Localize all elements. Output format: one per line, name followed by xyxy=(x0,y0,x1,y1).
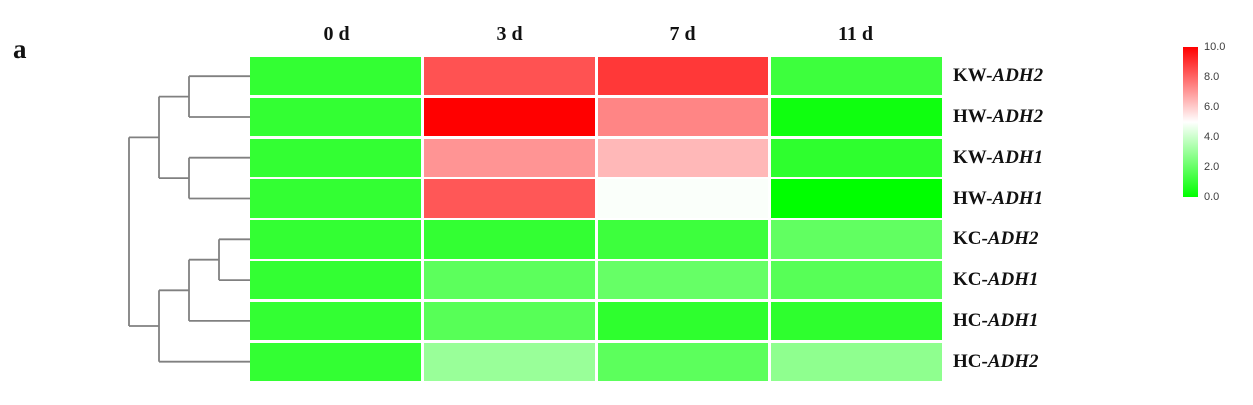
row-label-prefix: HC- xyxy=(953,310,988,332)
colorbar-tick-label: 10.0 xyxy=(1204,41,1226,53)
row-label-gene: ADH2 xyxy=(992,105,1044,127)
row-label-prefix: HW- xyxy=(953,187,993,209)
row-label-prefix: KW- xyxy=(953,65,993,87)
row-label: KW-ADH2 xyxy=(953,65,1043,87)
row-label-prefix: KC- xyxy=(953,269,988,291)
heatmap-cell xyxy=(771,261,942,300)
heatmap-cell xyxy=(250,342,421,381)
column-header: 0 d xyxy=(323,23,350,45)
heatmap-cell xyxy=(423,97,595,137)
colorbar-tick-label: 8.0 xyxy=(1204,71,1220,83)
colorbar-tick-label: 6.0 xyxy=(1204,101,1220,113)
heatmap-cell xyxy=(597,57,769,96)
column-header: 11 d xyxy=(837,23,874,45)
row-label: HC-ADH1 xyxy=(953,310,1039,332)
heatmap-cell xyxy=(771,97,942,137)
heatmap-cell xyxy=(250,97,421,137)
colorbar-tick-label: 2.0 xyxy=(1204,161,1220,173)
heatmap-cell xyxy=(597,342,769,381)
column-header: 3 d xyxy=(496,23,523,45)
heatmap-cell xyxy=(250,261,421,300)
row-label-prefix: KW- xyxy=(953,146,993,168)
heatmap-cell xyxy=(771,301,942,341)
heatmap-cell xyxy=(250,220,421,259)
panel-label: a xyxy=(13,34,27,64)
column-header: 7 d xyxy=(669,23,696,45)
row-label-gene: ADH1 xyxy=(992,187,1044,209)
row-label-prefix: HC- xyxy=(953,350,988,372)
row-label-gene: ADH2 xyxy=(987,228,1039,250)
row-label-gene: ADH2 xyxy=(992,65,1044,87)
heatmap-cell xyxy=(423,57,595,96)
heatmap-cell xyxy=(771,138,942,177)
heatmap-cell xyxy=(597,301,769,341)
heatmap-cell xyxy=(597,261,769,300)
column-headers: 0 d 3 d 7 d 11 d xyxy=(250,20,942,48)
row-label-gene: ADH2 xyxy=(987,350,1039,372)
heatmap-cell xyxy=(250,138,421,177)
row-label: HC-ADH2 xyxy=(953,351,1039,373)
heatmap-cell xyxy=(250,179,421,218)
heatmap-grid xyxy=(250,57,942,381)
heatmap-cell xyxy=(423,179,595,218)
heatmap-cell xyxy=(771,179,942,218)
row-label: HW-ADH2 xyxy=(953,106,1043,128)
heatmap-cell xyxy=(771,57,942,96)
row-label-gene: ADH1 xyxy=(987,310,1039,332)
row-label: KW-ADH1 xyxy=(953,147,1043,169)
heatmap-cell xyxy=(597,179,769,218)
heatmap-cell xyxy=(771,220,942,259)
row-label-gene: ADH1 xyxy=(992,146,1044,168)
colorbar-gradient xyxy=(1183,47,1198,197)
heatmap-cell xyxy=(423,220,595,259)
row-label-prefix: KC- xyxy=(953,228,988,250)
heatmap-cell xyxy=(423,342,595,381)
row-label-gene: ADH1 xyxy=(987,269,1039,291)
row-label-prefix: HW- xyxy=(953,105,993,127)
row-label: HW-ADH1 xyxy=(953,188,1043,210)
heatmap-cell xyxy=(250,301,421,341)
heatmap-cell xyxy=(597,220,769,259)
heatmap-cell xyxy=(423,261,595,300)
heatmap-cell xyxy=(423,301,595,341)
heatmap-cell xyxy=(771,342,942,381)
heatmap-cell xyxy=(423,138,595,177)
row-label: KC-ADH2 xyxy=(953,228,1039,250)
heatmap-cell xyxy=(597,97,769,137)
heatmap-cell xyxy=(250,57,421,96)
row-label: KC-ADH1 xyxy=(953,269,1039,291)
colorbar-tick-label: 0.0 xyxy=(1204,191,1220,203)
heatmap-cell xyxy=(597,138,769,177)
colorbar-tick-label: 4.0 xyxy=(1204,131,1220,143)
